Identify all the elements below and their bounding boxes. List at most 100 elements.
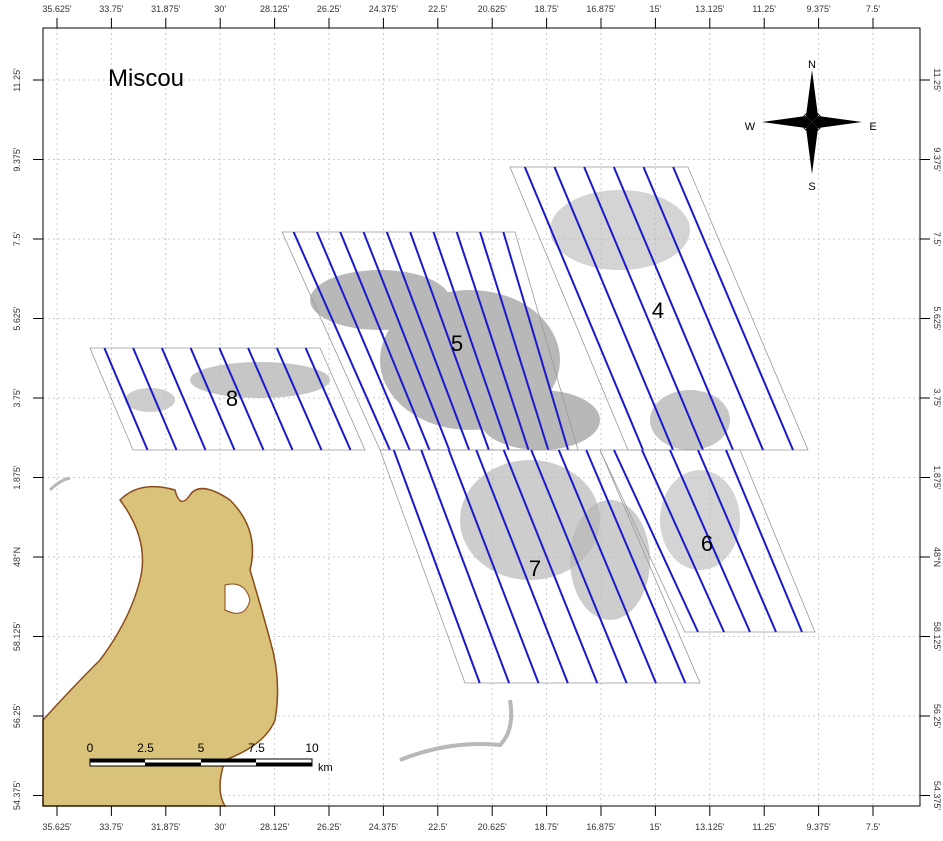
block-outline <box>89 347 366 451</box>
bottom-tick-label: 26.25' <box>317 822 342 832</box>
survey-line <box>530 449 628 684</box>
left-tick-label: 7.5' <box>12 232 22 247</box>
survey-line <box>479 231 550 451</box>
compass-n: N <box>808 59 816 71</box>
map-frame <box>42 27 921 807</box>
top-tick-label: 16.875' <box>586 4 616 14</box>
survey-line <box>642 166 764 451</box>
top-tick-label: 26.25' <box>317 4 342 14</box>
top-tick-label: 20.625' <box>478 4 508 14</box>
survey-line <box>455 231 530 451</box>
island <box>42 485 279 807</box>
survey-line <box>409 231 490 451</box>
survey-line <box>189 347 236 451</box>
survey-line <box>132 347 178 451</box>
survey-line <box>612 166 734 451</box>
survey-line <box>447 449 540 684</box>
block-label: 5 <box>451 331 463 356</box>
block-outline <box>599 449 816 633</box>
left-tick-label: 9.375' <box>12 147 22 172</box>
top-tick-label: 9.375' <box>806 4 831 14</box>
top-tick-label: 15' <box>650 4 662 14</box>
survey-line <box>557 449 657 684</box>
right-tick-label: 48°N <box>932 547 942 567</box>
top-tick-label: 13.125' <box>695 4 725 14</box>
survey-line <box>502 231 570 451</box>
top-tick-label: 31.875' <box>151 4 181 14</box>
survey-line <box>475 449 569 684</box>
block-label: 4 <box>652 298 664 323</box>
survey-line <box>641 449 725 633</box>
lagoon <box>224 583 251 614</box>
top-tick-label: 11.25' <box>752 4 776 14</box>
block-label: 6 <box>701 531 713 556</box>
left-tick-label: 48°N <box>12 547 22 567</box>
compass-s: S <box>808 181 815 193</box>
right-tick-label: 11.25' <box>932 68 942 92</box>
survey-line <box>669 449 751 633</box>
top-tick-label: 33.75' <box>99 4 124 14</box>
bottom-tick-label: 28.125' <box>260 822 290 832</box>
top-tick-label: 7.5' <box>866 4 881 14</box>
survey-line <box>247 347 294 451</box>
left-tick-label: 11.25' <box>12 68 22 92</box>
survey-line <box>697 449 777 633</box>
compass-w: W <box>745 121 756 133</box>
scale-label: 5 <box>198 741 205 755</box>
left-tick-label: 54.375' <box>12 781 22 811</box>
bottom-tick-label: 22.5' <box>428 822 448 832</box>
right-tick-label: 5.625' <box>932 306 942 331</box>
survey-line <box>292 231 391 451</box>
block-outline <box>509 166 809 451</box>
compass-e: E <box>869 121 876 133</box>
top-tick-label: 28.125' <box>260 4 290 14</box>
scale-label: 7.5 <box>248 741 265 755</box>
bottom-tick-label: 9.375' <box>806 822 831 832</box>
survey-line <box>103 347 149 451</box>
top-tick-label: 30' <box>214 4 226 14</box>
bottom-tick-label: 13.125' <box>695 822 725 832</box>
scale-bar: km 0 2.5 5 7.5 10 <box>87 741 333 774</box>
compass: N S E W <box>745 59 877 193</box>
left-tick-label: 5.625' <box>12 306 22 331</box>
right-tick-label: 54.375' <box>932 781 942 811</box>
survey-line <box>583 166 704 451</box>
block-label: 8 <box>226 386 238 411</box>
bottom-tick-label: 7.5' <box>866 822 881 832</box>
bottom-tick-label: 24.375' <box>369 822 399 832</box>
survey-line <box>585 449 687 684</box>
left-tick-label: 1.875' <box>12 465 22 490</box>
survey-line <box>523 166 644 451</box>
bottom-tick-label: 33.75' <box>99 822 124 832</box>
top-tick-label: 24.375' <box>369 4 399 14</box>
survey-line <box>362 231 451 451</box>
scale-label: 2.5 <box>137 741 154 755</box>
bottom-tick-label: 15' <box>650 822 662 832</box>
bottom-tick-label: 11.25' <box>752 822 776 832</box>
survey-line <box>420 449 510 684</box>
top-tick-label: 22.5' <box>428 4 448 14</box>
block-outline <box>379 449 701 684</box>
bottom-tick-label: 31.875' <box>151 822 181 832</box>
survey-line <box>304 347 352 451</box>
bottom-tick-label: 16.875' <box>586 822 616 832</box>
survey-line <box>725 449 803 633</box>
scale-label: 10 <box>305 741 319 755</box>
top-tick-label: 18.75' <box>534 4 559 14</box>
right-tick-label: 56.25' <box>932 704 942 729</box>
right-tick-label: 7.5' <box>932 232 942 247</box>
bottom-tick-label: 18.75' <box>534 822 559 832</box>
survey-line <box>339 231 431 451</box>
survey-line <box>160 347 207 451</box>
right-tick-label: 1.875' <box>932 465 942 490</box>
survey-line <box>316 231 411 451</box>
right-tick-label: 58.125' <box>932 622 942 652</box>
blocks: 4 5 6 7 8 <box>89 166 816 684</box>
survey-line <box>392 449 481 684</box>
top-tick-label: 35.625' <box>42 4 72 14</box>
block-label: 7 <box>529 556 541 581</box>
left-tick-label: 56.25' <box>12 704 22 729</box>
bottom-tick-label: 35.625' <box>42 822 72 832</box>
right-tick-label: 3.75' <box>932 388 942 408</box>
